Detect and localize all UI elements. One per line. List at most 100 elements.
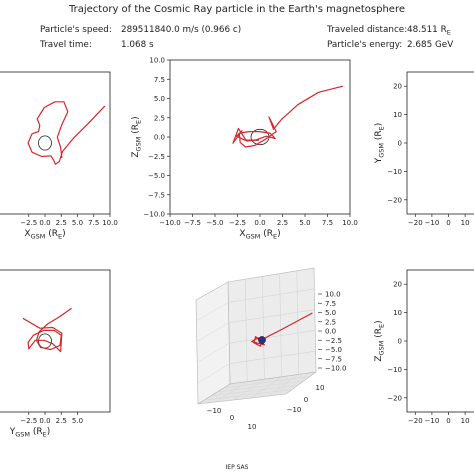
trajectory-line <box>22 307 72 353</box>
y-tick-label: 10 <box>316 384 325 392</box>
grid-line <box>196 322 229 342</box>
z-tick-label: 0.0 <box>325 328 336 336</box>
x-tick-label: 0 <box>446 417 450 425</box>
grid-line <box>233 378 265 401</box>
pane-left <box>195 281 231 405</box>
y-tick-label: 20 <box>393 83 402 91</box>
axes-frame <box>406 269 474 413</box>
x-axis-label: XGSM (RE) <box>24 229 65 241</box>
x-tick-label: 7.5 <box>322 219 333 227</box>
z-tick-label: −10.0 <box>325 365 346 373</box>
panel-xz: −10.0 −7.5 −5.0 −2.5 0.0 2.5 5.0 7.5 10.0 −10.0 −7… <box>131 57 358 241</box>
y-axis-label: YGSM (RE) <box>374 123 386 165</box>
y-tick-label: 7.5 <box>154 76 165 84</box>
x-tick-label: 10 <box>248 423 257 431</box>
z-tick-label: 7.5 <box>325 300 336 308</box>
grid-line <box>262 276 265 380</box>
z-tick-label: −5.0 <box>325 346 342 354</box>
trajectory-line <box>251 312 313 347</box>
y-tick-label: 10.0 <box>149 57 165 65</box>
earth-circle <box>38 135 52 151</box>
x-tick-label: 0.0 <box>39 417 50 425</box>
axes-frame <box>406 71 474 215</box>
x-tick-label: 0.0 <box>39 219 50 227</box>
x-tick-label: −10.0 <box>159 219 180 227</box>
grid-line <box>250 376 282 399</box>
z-tick-label: 10.0 <box>325 291 341 299</box>
x-axis-label: YGSM (RE) <box>9 427 51 439</box>
x-tick-label: 5.0 <box>72 417 83 425</box>
energy-value: 2.685 GeV <box>407 40 453 50</box>
speed-label: Particle's speed: <box>40 25 112 35</box>
axes-frame <box>0 269 111 413</box>
x-tick-label: 7.5 <box>88 219 99 227</box>
y-tick-label: −2.5 <box>148 153 165 161</box>
x-tick-label: 2.5 <box>56 219 67 227</box>
grid-line <box>229 330 316 344</box>
grid-line <box>223 376 311 389</box>
figure-title: Trajectory of the Cosmic Ray particle in… <box>68 4 405 15</box>
z-tick-label: −7.5 <box>325 355 342 363</box>
time-value: 1.068 s <box>121 40 154 50</box>
z-tick-label: 2.5 <box>325 318 336 326</box>
grid-line <box>229 350 316 364</box>
y-tick-label: 0.0 <box>154 134 165 142</box>
y-axis-label: ZGSM (RE) <box>374 320 386 361</box>
axes-frame <box>169 59 351 215</box>
y-tick-label: −7.5 <box>148 191 165 199</box>
z-tick-label: 5.0 <box>325 309 336 317</box>
x-tick-label: −20 <box>408 219 423 227</box>
x-tick-label: −5.0 <box>207 219 224 227</box>
x-tick-label: 0.0 <box>254 219 265 227</box>
y-axis-label: ZGSM (RE) <box>131 116 143 157</box>
grid-line <box>279 273 282 377</box>
x-tick-label: 10 <box>461 219 470 227</box>
y-tick-label: −20 <box>387 394 402 402</box>
x-tick-label: −2.5 <box>20 417 37 425</box>
grid-line <box>197 342 230 363</box>
distance-label: Traveled distance: <box>326 25 407 35</box>
y-tick-label: −10 <box>387 366 402 374</box>
trajectory-line <box>27 101 106 165</box>
grid-line <box>296 270 300 375</box>
grid-line <box>215 381 248 403</box>
trajectory-line <box>232 85 343 148</box>
x-tick-label: −7.5 <box>184 219 201 227</box>
plot-area <box>232 85 343 148</box>
x-tick-label: 10 <box>461 417 470 425</box>
x-axis-label: XGSM (RE) <box>239 229 280 241</box>
grid-line <box>217 380 305 393</box>
y-tick-label: 0 <box>304 396 308 404</box>
x-tick-label: −20 <box>408 417 423 425</box>
footer-credit: IEP SAS <box>226 464 249 471</box>
x-tick-label: 10.0 <box>102 219 118 227</box>
x-tick-label: 5.0 <box>72 219 83 227</box>
y-tick-label: 10 <box>393 309 402 317</box>
grid-line <box>196 302 229 322</box>
plot-area <box>27 101 106 165</box>
grid-line <box>244 279 248 382</box>
axes-frame <box>0 71 111 215</box>
speed-value: 289511840.0 m/s (0.966 c) <box>121 25 241 35</box>
x-tick-label: 10.0 <box>342 219 358 227</box>
panel-3d: −10.0−7.5−5.0−2.50.02.55.07.510.0−10010−… <box>195 267 346 431</box>
time-label: Travel time: <box>39 40 92 50</box>
grid-line <box>268 374 299 397</box>
earth-sphere <box>258 336 266 344</box>
y-tick-label: 5.0 <box>154 95 165 103</box>
plot-area <box>22 307 72 353</box>
y-tick-label: 0 <box>398 338 402 346</box>
pane-floor <box>197 371 317 405</box>
x-tick-label: 2.5 <box>277 219 288 227</box>
panel-xy: −2.5 0.0 2.5 5.0 7.5 10.0 XGSM (RE) <box>0 71 118 241</box>
x-tick-label: −2.5 <box>20 219 37 227</box>
y-tick-label: 0 <box>398 140 402 148</box>
grid-line <box>204 389 293 401</box>
y-tick-label: −10 <box>287 406 302 414</box>
z-tick-label: −2.5 <box>325 337 342 345</box>
y-tick-label: −10.0 <box>144 211 165 219</box>
y-tick-label: 2.5 <box>154 114 165 122</box>
